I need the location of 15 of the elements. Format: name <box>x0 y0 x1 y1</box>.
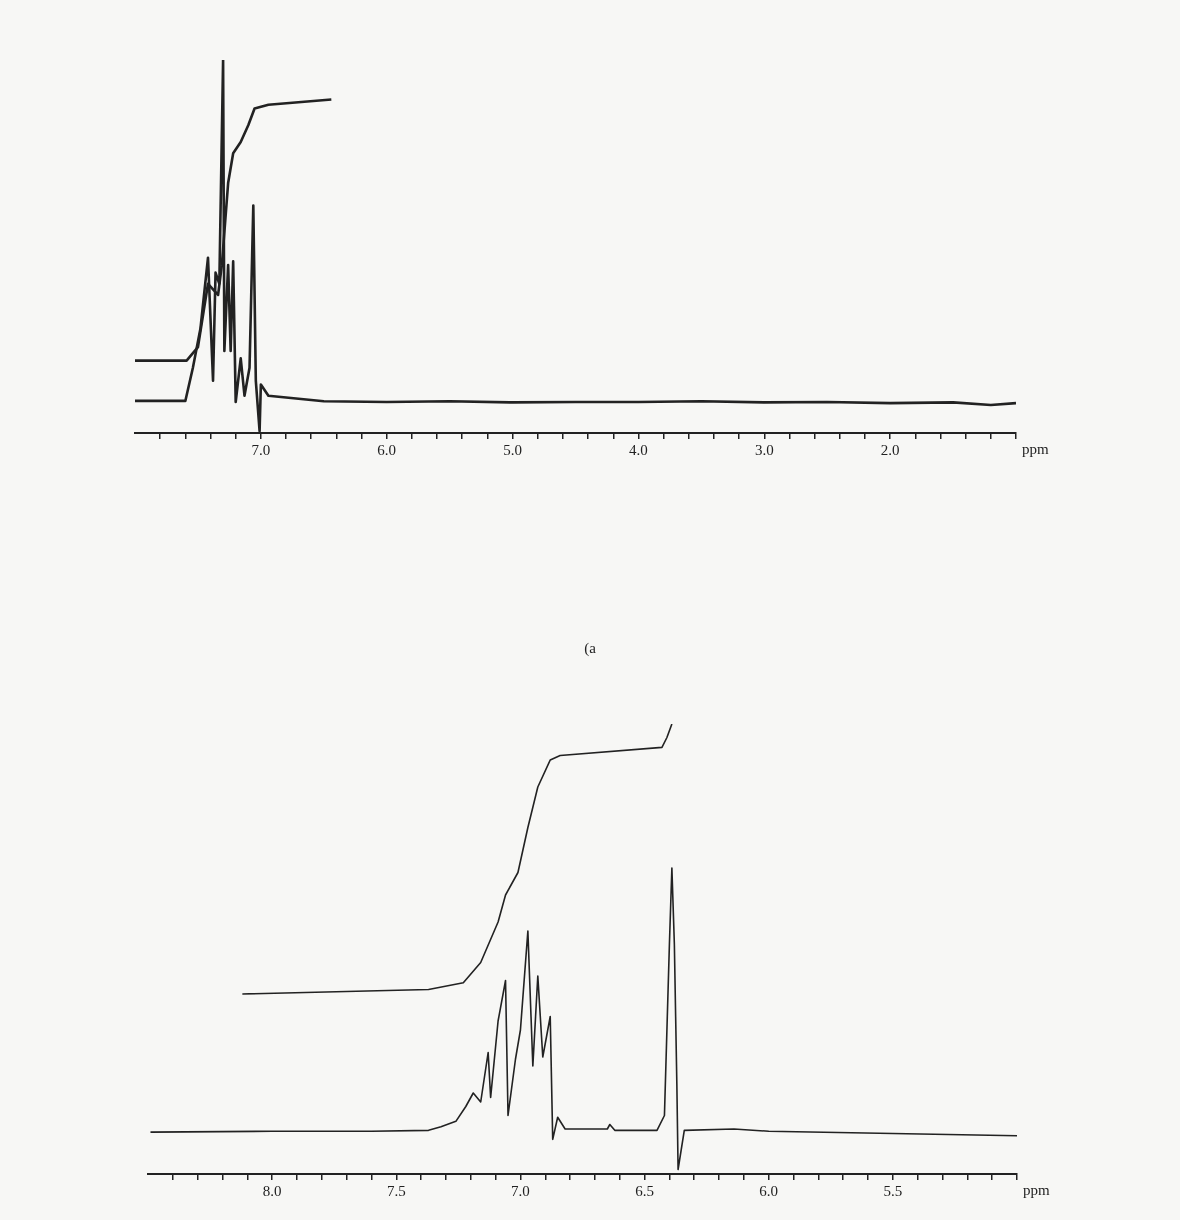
x-tick-label: 5.5 <box>883 1182 903 1199</box>
x-tick-label: 5.0 <box>503 441 522 458</box>
x-axis-title: ppm <box>1023 1182 1050 1199</box>
x-tick-label: 3.0 <box>754 441 774 458</box>
x-tick-label: 8.0 <box>262 1182 282 1199</box>
x-tick-label: 4.0 <box>629 441 648 458</box>
x-tick-label: 7.0 <box>251 441 271 458</box>
x-tick-label: 6.0 <box>377 441 397 458</box>
x-tick-label: 6.0 <box>759 1182 779 1199</box>
x-tick-label: 2.0 <box>880 441 900 458</box>
text: (a <box>583 640 597 657</box>
x-axis-title: ppm <box>1022 441 1049 458</box>
x-tick-label: 7.5 <box>386 1182 406 1199</box>
x-tick-label: 7.0 <box>511 1182 530 1199</box>
x-tick-label: 6.5 <box>635 1182 654 1199</box>
